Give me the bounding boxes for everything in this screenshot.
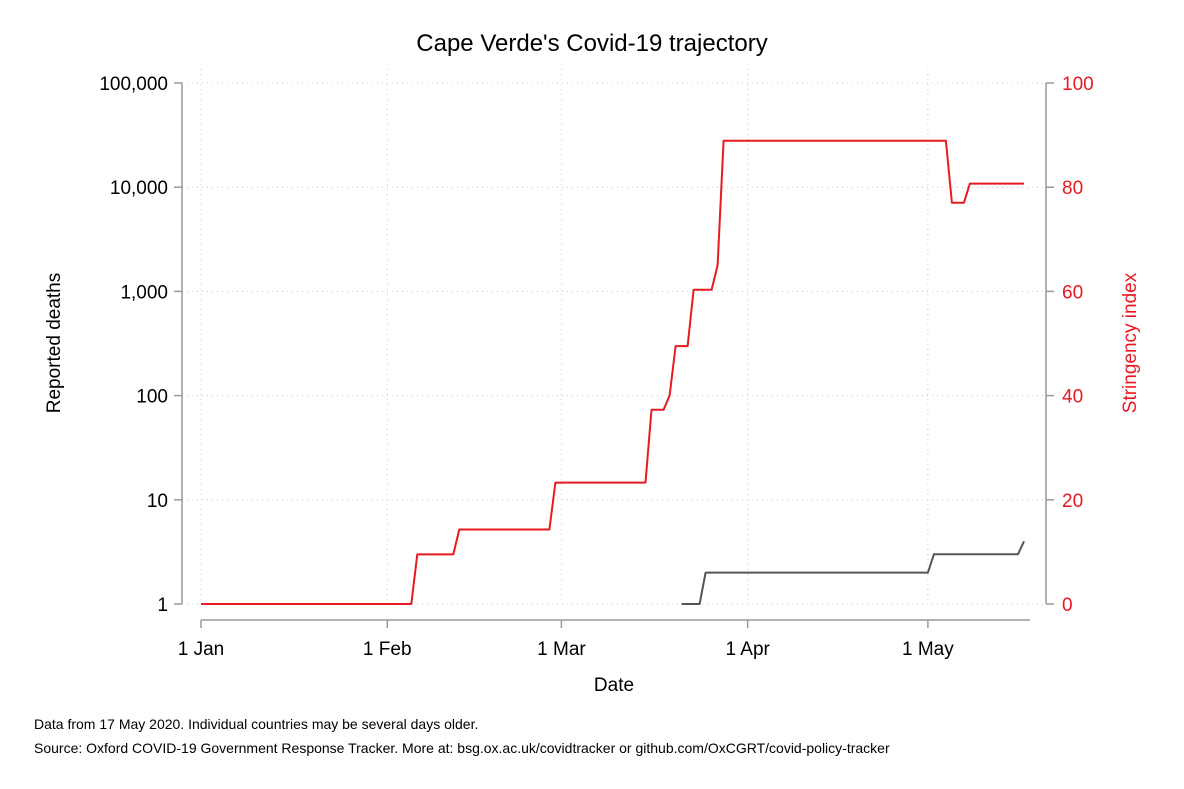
footnotes: Data from 17 May 2020. Individual countr… <box>34 712 890 760</box>
y-right-tick-label: 40 <box>1062 387 1083 408</box>
y-right-tick-label: 20 <box>1062 491 1083 512</box>
y-left-tick-label: 1 <box>157 595 168 616</box>
y-left-tick-label: 10,000 <box>110 178 168 199</box>
y-right-tick-label: 100 <box>1062 74 1094 95</box>
y-axis-left-title: Reported deaths <box>44 273 65 414</box>
y-right-tick-label: 0 <box>1062 595 1073 616</box>
x-axis-title: Date <box>594 675 634 696</box>
y-axis-right-title: Stringency index <box>1120 272 1141 413</box>
footnote-data-date: Data from 17 May 2020. Individual countr… <box>34 716 479 732</box>
deaths-series-line <box>681 540 1025 605</box>
y-right-tick-label: 60 <box>1062 282 1083 303</box>
y-left-tick-label: 1,000 <box>120 282 168 303</box>
y-left-tick-label: 100 <box>136 387 168 408</box>
footnote-source: Source: Oxford COVID-19 Government Respo… <box>34 740 890 756</box>
x-tick-label: 1 Feb <box>363 639 412 660</box>
chart-title: Cape Verde's Covid-19 trajectory <box>416 30 768 57</box>
y-left-tick-label: 100,000 <box>99 74 168 95</box>
x-tick-label: 1 Mar <box>537 639 586 660</box>
y-right-tick-label: 80 <box>1062 178 1083 199</box>
x-tick-label: 1 May <box>902 639 954 660</box>
stringency-series-line <box>201 139 1024 605</box>
x-tick-label: 1 Apr <box>725 639 770 660</box>
y-left-tick-label: 10 <box>147 491 168 512</box>
x-tick-label: 1 Jan <box>178 639 224 660</box>
